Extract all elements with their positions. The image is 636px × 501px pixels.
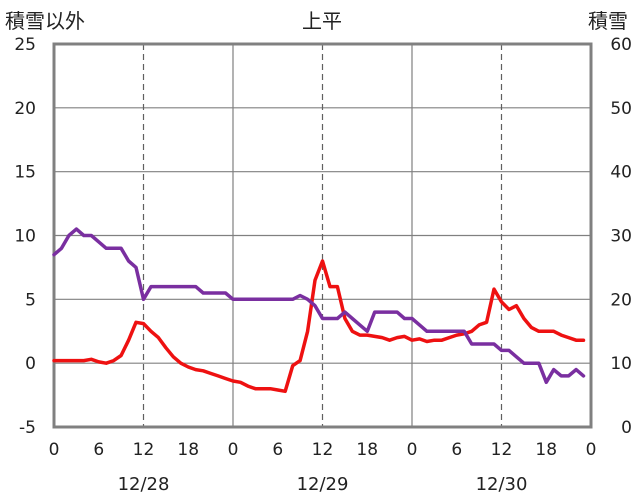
left-y-tick-label: 10	[14, 227, 36, 247]
left-y-tick-label: 25	[14, 35, 36, 55]
x-tick-label: 6	[93, 440, 104, 460]
x-tick-label: 18	[177, 440, 199, 460]
plot-frame	[52, 42, 593, 429]
x-tick-label: 18	[535, 440, 557, 460]
left-y-tick-label: 0	[25, 354, 36, 374]
x-date-label: 12/29	[297, 474, 349, 495]
left-y-tick-label: 5	[25, 290, 36, 310]
series-line-2	[52, 227, 586, 385]
left-y-tick-label: -5	[19, 418, 36, 438]
x-tick-label: 0	[49, 440, 60, 460]
right-y-tick-label: 30	[610, 227, 632, 247]
x-tick-label: 0	[586, 440, 597, 460]
left-y-tick-label: 20	[14, 99, 36, 119]
left-y-tick-label: 15	[14, 163, 36, 183]
series-line-1	[52, 259, 586, 394]
right-y-tick-label: 50	[610, 99, 632, 119]
x-tick-label: 12	[491, 440, 513, 460]
x-date-label: 12/30	[476, 474, 528, 495]
right-y-tick-label: 20	[610, 290, 632, 310]
x-tick-label: 0	[407, 440, 418, 460]
x-date-label: 12/28	[118, 474, 170, 495]
x-tick-label: 18	[356, 440, 378, 460]
x-tick-label: 0	[228, 440, 239, 460]
right-y-tick-label: 10	[610, 354, 632, 374]
chart-title: 上平	[302, 9, 342, 33]
right-y-tick-label: 0	[621, 418, 632, 438]
right-y-tick-label: 40	[610, 163, 632, 183]
right-axis-title: 積雪	[588, 9, 628, 33]
x-tick-label: 6	[451, 440, 462, 460]
x-tick-label: 12	[133, 440, 155, 460]
left-axis-title: 積雪以外	[5, 9, 85, 33]
x-tick-label: 6	[272, 440, 283, 460]
right-y-tick-label: 60	[610, 35, 632, 55]
x-tick-label: 12	[312, 440, 334, 460]
